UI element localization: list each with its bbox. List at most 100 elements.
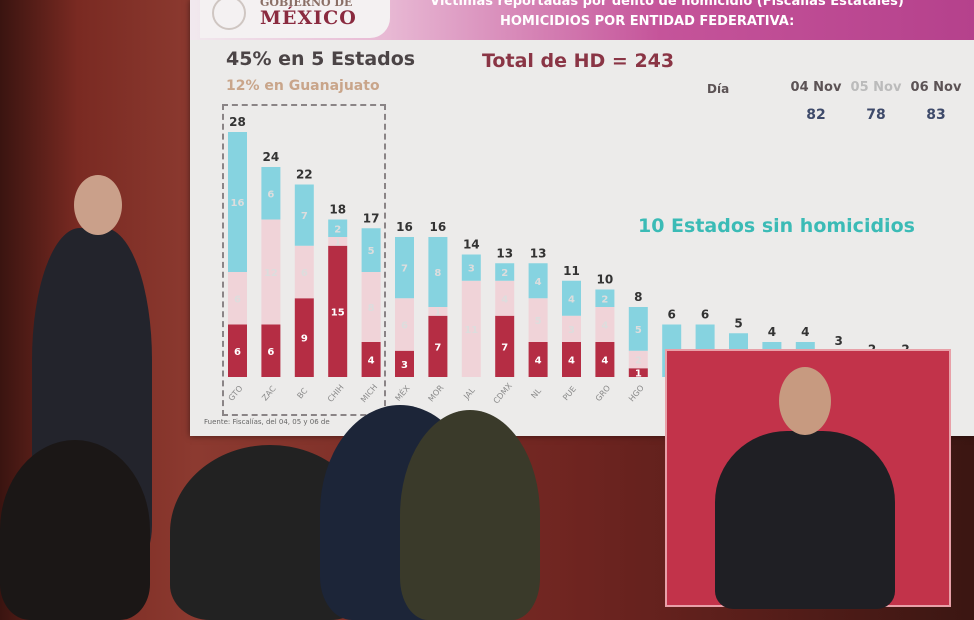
bar-segment: [528, 298, 548, 342]
bar-total-label: 10: [597, 273, 614, 287]
bar-segment: [495, 280, 515, 316]
bar-segment: [562, 280, 581, 316]
bar-segment: [495, 263, 515, 281]
bar-segment: [395, 237, 414, 299]
bar-segment: [361, 272, 381, 342]
bar-total-label: 16: [396, 220, 413, 234]
category-label: GRO: [594, 384, 613, 404]
bar-segment: [628, 350, 648, 369]
day-date: 04 Nov: [790, 80, 842, 95]
bar-total-label: 11: [563, 264, 580, 278]
bar-segment: [528, 342, 548, 377]
audience-member: [400, 410, 540, 620]
segment-label: 6: [267, 189, 274, 200]
category-label: BC: [295, 386, 309, 400]
bar-segment: [361, 342, 381, 377]
segment-label: 4: [535, 356, 542, 367]
states-without-homicides: 10 Estados sin homicidios: [638, 215, 915, 237]
total-label: Total de HD = 243: [482, 50, 675, 72]
bar-total-label: 28: [229, 115, 246, 129]
homicides-bar-chart: 661628GTO612624ZAC96722BC151218CHIH48517…: [227, 115, 949, 406]
bar-segment: [328, 219, 348, 237]
category-label: GTO: [227, 384, 245, 403]
sign-language-interpreter-inset: [665, 349, 951, 609]
segment-label: 6: [401, 321, 408, 332]
category-label: HGO: [627, 383, 646, 403]
day-date: 05 Nov: [850, 80, 902, 95]
bar-total-label: 4: [768, 325, 776, 339]
bar-total-label: 6: [701, 308, 709, 322]
segment-label: 4: [568, 294, 575, 305]
interpreter: [715, 431, 895, 609]
bar-total-label: 8: [634, 290, 642, 304]
bar-segment: [294, 245, 314, 299]
segment-label: 2: [501, 268, 508, 279]
day-value: 78: [866, 107, 886, 123]
segment-label: 2: [334, 224, 341, 235]
bar-segment: [395, 350, 414, 377]
segment-label: 2: [601, 294, 608, 305]
bar-segment: [528, 263, 548, 299]
category-label: NL: [529, 386, 543, 400]
segment-label: 8: [434, 268, 441, 279]
category-label: MOR: [427, 383, 446, 403]
logo-line1: GOBIERNO DE: [260, 0, 353, 9]
bar-total-label: 6: [668, 308, 676, 322]
category-label: MICH: [359, 383, 379, 405]
seal-icon: [212, 0, 246, 30]
segment-label: 4: [601, 321, 608, 332]
segment-label: 8: [368, 303, 375, 314]
bar-segment: [428, 237, 448, 307]
segment-label: 6: [267, 347, 274, 358]
interpreter-head: [779, 367, 831, 435]
day-value: 82: [806, 107, 826, 123]
segment-label: 7: [434, 342, 441, 353]
segment-label: 2: [635, 356, 642, 367]
bar-segment: [495, 315, 515, 377]
segment-label: 9: [301, 334, 308, 345]
bar-total-label: 13: [530, 246, 547, 260]
top5-highlight-box: [222, 104, 386, 416]
presenter-head: [74, 175, 122, 235]
logo-line2: MÉXICO: [260, 7, 357, 29]
category-label: JAL: [461, 385, 477, 401]
bar-segment: [562, 315, 581, 342]
bar-segment: [294, 298, 314, 377]
bar-segment: [595, 342, 615, 377]
segment-label: 5: [368, 246, 375, 257]
bar-segment: [228, 132, 247, 272]
segment-label: 1: [434, 307, 441, 318]
segment-label: 7: [501, 342, 508, 353]
bar-total-label: 14: [463, 238, 480, 252]
segment-label: 7: [301, 211, 308, 222]
bar-total-label: 24: [263, 150, 280, 164]
segment-label: 3: [401, 360, 408, 371]
segment-label: 1: [334, 237, 341, 248]
bar-segment: [228, 324, 247, 377]
bar-segment: [595, 307, 615, 342]
segment-label: 3: [468, 264, 475, 275]
bar-segment: [261, 219, 281, 325]
bar-segment: [228, 272, 247, 325]
bar-total-label: 5: [734, 316, 742, 330]
bar-segment: [461, 254, 481, 281]
presentation-screen: GOBIERNO DE MÉXICO Víctimas reportadas p…: [190, 0, 974, 436]
category-label: CDMX: [492, 381, 515, 406]
segment-label: 4: [601, 356, 608, 367]
bar-total-label: 16: [430, 220, 447, 234]
segment-label: 5: [635, 325, 642, 336]
bar-segment: [328, 237, 348, 246]
audience-member: [0, 440, 150, 620]
gobierno-logo: GOBIERNO DE MÉXICO: [200, 0, 390, 38]
segment-label: 4: [368, 356, 375, 367]
segment-label: 1: [635, 369, 642, 380]
header-line2: HOMICIDIOS POR ENTIDAD FEDERATIVA:: [500, 14, 795, 29]
category-label: ZAC: [260, 384, 278, 403]
bar-segment: [595, 289, 615, 307]
day-label: Día: [707, 82, 730, 96]
bar-segment: [562, 342, 581, 377]
segment-label: 6: [234, 294, 241, 305]
bar-total-label: 17: [363, 211, 380, 225]
bar-segment: [261, 167, 281, 220]
headline-percent: 45% en 5 Estados: [226, 48, 416, 70]
